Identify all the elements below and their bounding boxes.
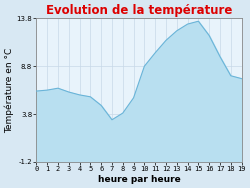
Title: Evolution de la température: Evolution de la température [46, 4, 232, 17]
X-axis label: heure par heure: heure par heure [98, 175, 180, 184]
Y-axis label: Température en °C: Température en °C [4, 48, 14, 133]
